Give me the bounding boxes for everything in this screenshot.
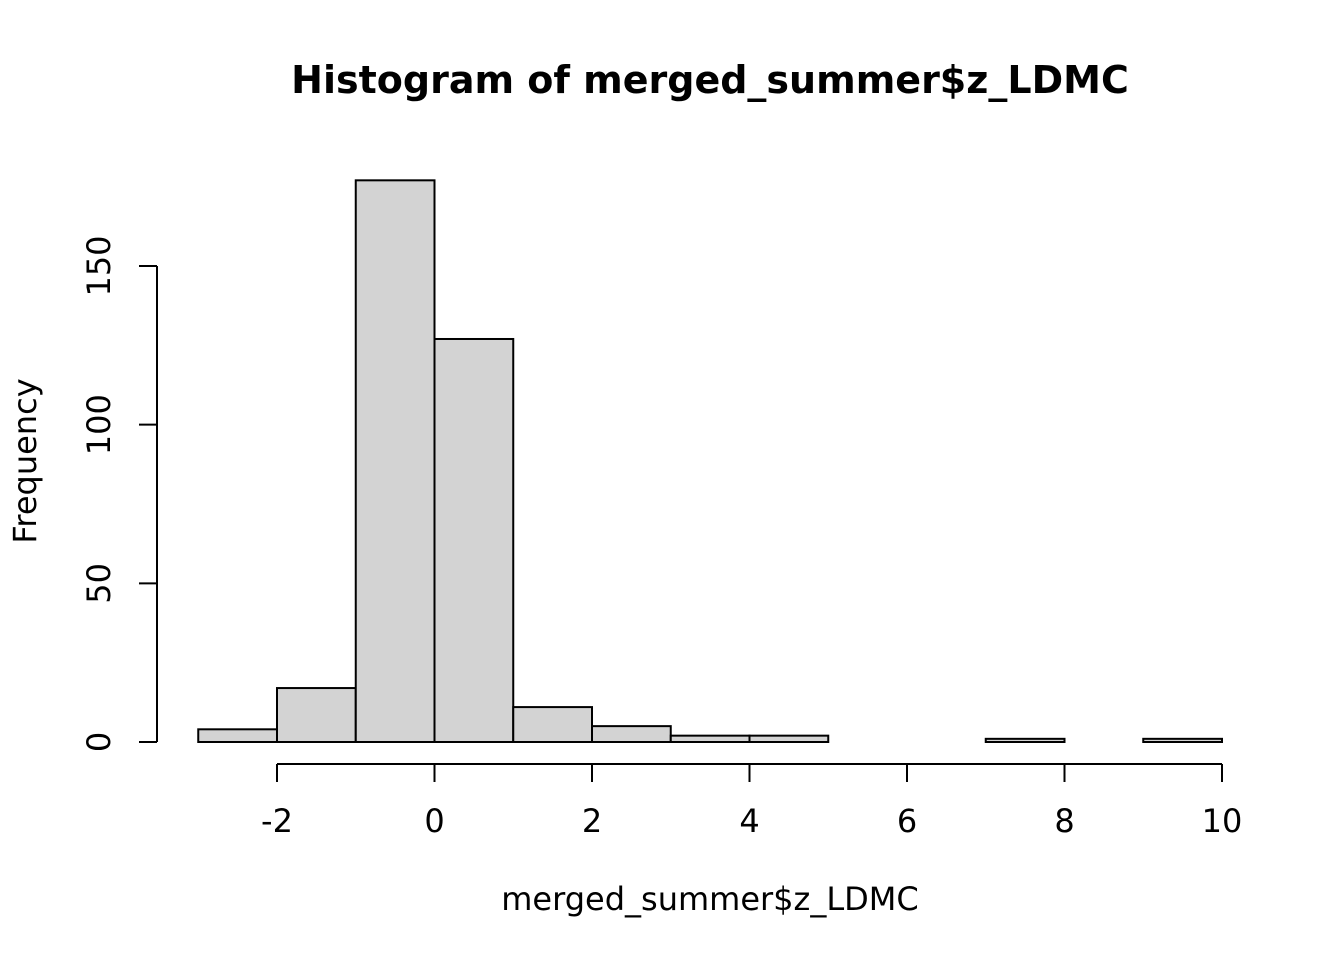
histogram-bar (984, 737, 1066, 744)
y-tick-label: 50 (80, 563, 118, 604)
x-tick-label: 10 (1202, 802, 1243, 840)
histogram-bar (197, 728, 278, 744)
y-axis-label: Frequency (6, 378, 44, 543)
x-tick-label: 2 (582, 802, 602, 840)
y-axis: 0 50 100 150 (80, 235, 158, 752)
histogram-bar (354, 179, 436, 743)
histogram-bar (512, 706, 593, 743)
y-tick-label: 100 (80, 394, 118, 455)
x-tick-label: 4 (739, 802, 759, 840)
x-tick-label: 6 (897, 802, 917, 840)
x-axis: -2 0 2 4 6 8 10 (261, 763, 1243, 840)
histogram-bar (748, 734, 830, 743)
x-tick-label: 8 (1054, 802, 1074, 840)
histogram-bar (669, 734, 751, 743)
x-tick-label: 0 (424, 802, 444, 840)
y-tick-label: 0 (80, 732, 118, 752)
chart-title: Histogram of merged_summer$z_LDMC (291, 58, 1129, 102)
histogram-bar (433, 337, 515, 743)
histogram-bar (591, 725, 672, 743)
x-tick-label: -2 (261, 802, 293, 840)
y-tick-label: 150 (80, 235, 118, 296)
x-axis-label: merged_summer$z_LDMC (501, 880, 918, 918)
histogram-bar (276, 687, 357, 743)
bars-group (197, 179, 1223, 744)
histogram-bar (1142, 737, 1223, 744)
